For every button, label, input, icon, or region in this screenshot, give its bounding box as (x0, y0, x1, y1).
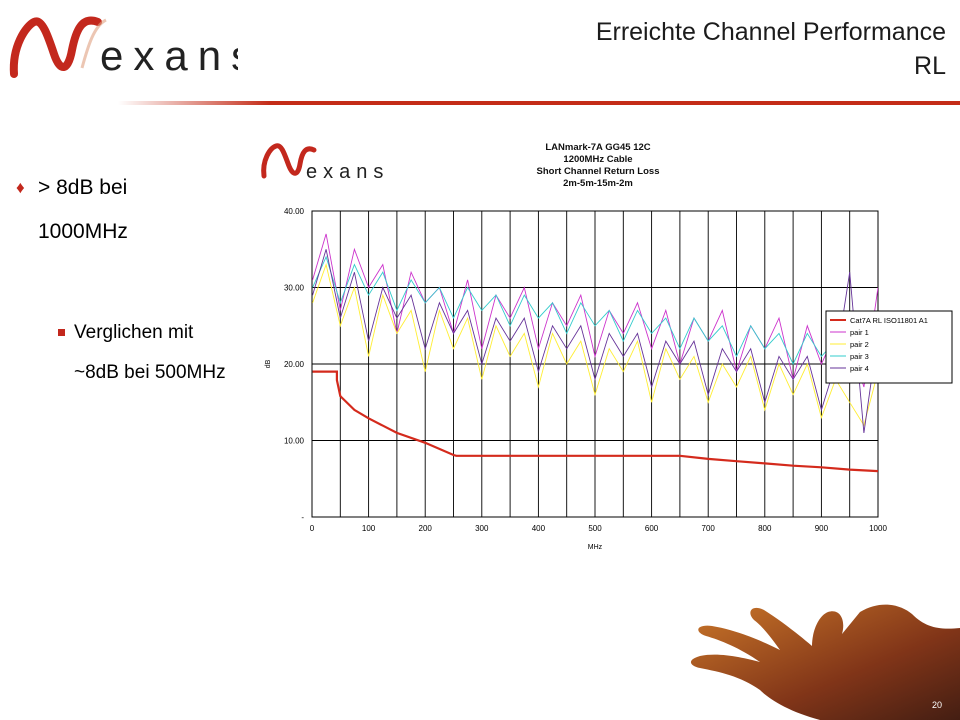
slide-title-line2: RL (914, 52, 946, 80)
x-tick-label: 200 (419, 524, 433, 533)
series-line (312, 262, 878, 427)
title-divider (118, 101, 960, 105)
sub-bullet-line1: Verglichen mit (74, 322, 194, 343)
small-logo-wordmark: exans (306, 161, 389, 183)
bullet-text-line1: > 8dB bei (38, 176, 128, 199)
x-tick-label: 100 (362, 524, 376, 533)
y-tick-label: 30.00 (284, 284, 305, 293)
x-tick-label: 500 (588, 524, 602, 533)
x-tick-label: 700 (702, 524, 716, 533)
nexans-logo: exans (9, 16, 238, 79)
legend-label: pair 3 (850, 352, 869, 361)
series-line (312, 249, 878, 433)
x-tick-label: 0 (310, 524, 315, 533)
square-bullet-icon (58, 329, 65, 336)
chart-title-line: 1200MHz Cable (563, 154, 632, 165)
sub-bullet-line2: ~8dB bei 500MHz (74, 362, 226, 383)
bullet-text-line2: 1000MHz (38, 220, 128, 243)
slide-title-line1: Erreichte Channel Performance (595, 18, 946, 46)
x-tick-label: 300 (475, 524, 489, 533)
series-line (312, 233, 878, 388)
series-line (312, 255, 878, 373)
y-axis-label: dB (265, 359, 272, 368)
page-number: 20 (932, 700, 942, 710)
x-tick-label: 400 (532, 524, 546, 533)
x-tick-label: 1000 (869, 524, 887, 533)
legend-label: Cat7A RL ISO11801 A1 (850, 316, 928, 325)
series-line (312, 370, 878, 473)
chart-title-line: Short Channel Return Loss (537, 166, 660, 177)
x-tick-label: 900 (815, 524, 829, 533)
legend-box (825, 310, 953, 384)
logo-wordmark: exans (100, 32, 238, 79)
nexans-small-logo: exans (261, 143, 389, 183)
chart-title-line: 2m-5m-15m-2m (563, 178, 633, 189)
legend-label: pair 1 (850, 328, 869, 337)
x-tick-label: 600 (645, 524, 659, 533)
x-axis-label: MHz (588, 544, 603, 551)
y-tick-label: - (301, 513, 304, 522)
legend-label: pair 4 (850, 364, 869, 373)
y-tick-label: 40.00 (284, 207, 305, 216)
chart-title-line: LANmark-7A GG45 12C (545, 142, 650, 153)
x-tick-label: 800 (758, 524, 772, 533)
legend-label: pair 2 (850, 340, 869, 349)
y-tick-label: 20.00 (284, 360, 305, 369)
diamond-bullet-icon: ♦ (16, 178, 25, 197)
y-tick-label: 10.00 (284, 437, 305, 446)
